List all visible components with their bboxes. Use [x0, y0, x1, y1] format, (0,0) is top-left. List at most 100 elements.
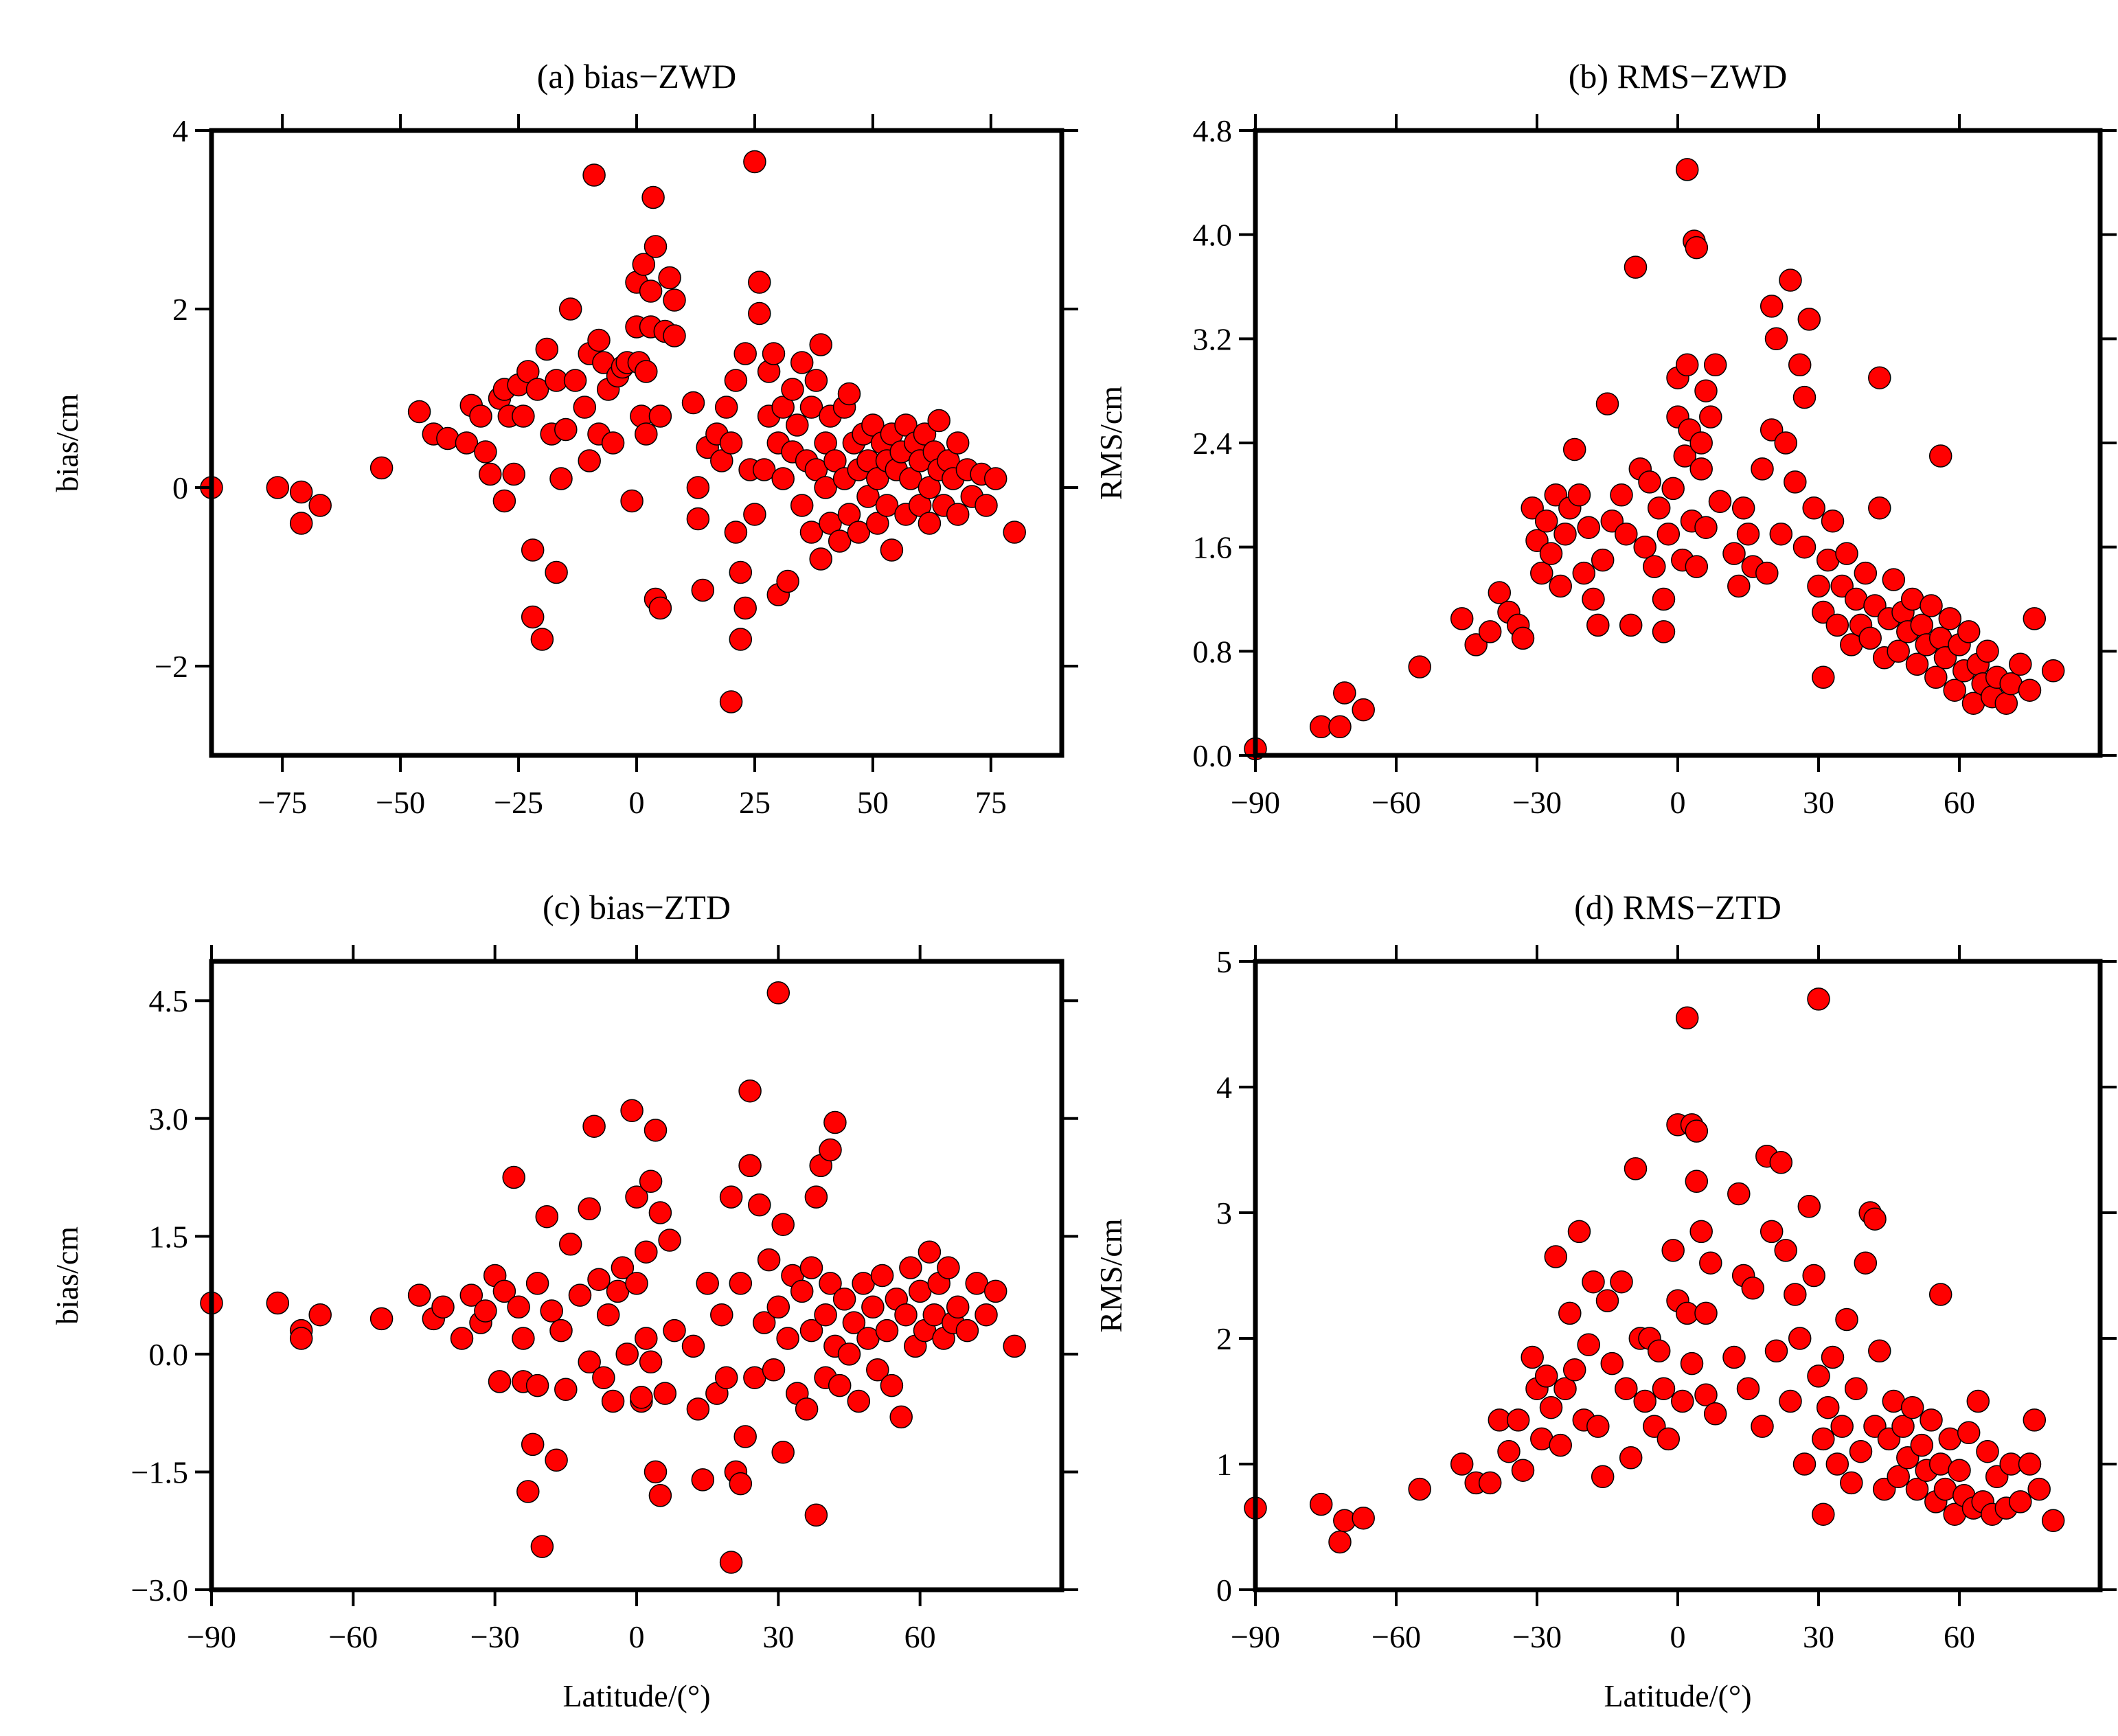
- data-point: [1900, 1395, 1924, 1419]
- data-point: [1816, 1395, 1840, 1419]
- data-point: [469, 404, 492, 428]
- x-tick-label: 60: [904, 1619, 936, 1654]
- data-point: [1788, 353, 1812, 377]
- data-point: [1703, 353, 1727, 377]
- data-point: [1751, 1415, 1774, 1438]
- data-point: [1647, 496, 1671, 520]
- x-tick-label: −60: [1371, 1619, 1421, 1654]
- data-point: [1769, 522, 1793, 546]
- data-point: [918, 476, 942, 499]
- data-point: [714, 396, 738, 419]
- data-point: [2041, 1509, 2065, 1533]
- data-point: [455, 431, 479, 455]
- data-point: [681, 1334, 705, 1358]
- data-point: [733, 596, 757, 620]
- panel-a: (a) bias−ZWD −75 −50 −25 0 25 50 75 −2 0 2 4 bias/cm: [49, 57, 1078, 820]
- data-point: [1821, 510, 1845, 533]
- data-point: [525, 378, 549, 401]
- data-point: [582, 163, 606, 187]
- data-point: [1812, 1427, 1835, 1451]
- data-point: [842, 1311, 866, 1334]
- data-point: [554, 418, 578, 442]
- data-point: [799, 1318, 823, 1343]
- x-tick-label: 0: [629, 1619, 645, 1654]
- data-point: [819, 512, 842, 535]
- panel-c-xlabel: Latitude/(°): [562, 1678, 710, 1713]
- data-point: [1600, 1351, 1624, 1375]
- data-point: [714, 1366, 738, 1389]
- x-tick-label: −90: [1231, 1619, 1280, 1654]
- data-point: [1624, 255, 1648, 279]
- data-point: [743, 503, 766, 526]
- data-point: [516, 1480, 540, 1503]
- data-point: [578, 449, 601, 472]
- data-point: [407, 400, 431, 424]
- data-point: [1812, 1503, 1835, 1526]
- data-point: [861, 413, 885, 437]
- data-point: [289, 1327, 313, 1350]
- data-point: [1905, 1477, 1929, 1501]
- data-point: [710, 449, 733, 472]
- y-tick-label: 3.0: [149, 1101, 189, 1137]
- data-point: [1910, 1433, 1934, 1457]
- data-point: [1352, 698, 1375, 722]
- data-point: [521, 605, 545, 629]
- data-point: [719, 1185, 743, 1209]
- data-point: [1656, 522, 1681, 546]
- data-point: [1352, 1506, 1375, 1530]
- data-point: [1624, 1157, 1648, 1180]
- data-point: [507, 1295, 530, 1319]
- data-point: [1619, 613, 1643, 637]
- data-point: [1943, 678, 1966, 702]
- data-point: [1812, 665, 1835, 689]
- data-point: [681, 391, 705, 415]
- data-point: [1807, 1364, 1830, 1388]
- data-point: [620, 489, 644, 513]
- data-point: [554, 1378, 578, 1402]
- data-point: [1586, 1415, 1610, 1438]
- y-tick-label: 1: [1216, 1447, 1232, 1482]
- data-point: [1699, 1251, 1722, 1275]
- data-point: [635, 422, 658, 446]
- data-point: [1408, 1477, 1431, 1501]
- data-point: [1506, 1408, 1530, 1432]
- data-point: [743, 150, 766, 174]
- data-point: [1553, 522, 1577, 546]
- x-tick-label: −25: [494, 785, 543, 820]
- data-point: [752, 1311, 776, 1334]
- y-tick-label: 4: [172, 113, 188, 148]
- data-point: [1760, 1220, 1784, 1244]
- data-point: [762, 1358, 786, 1382]
- data-point: [975, 1303, 998, 1327]
- data-point: [866, 1358, 889, 1382]
- data-point: [1689, 431, 1713, 455]
- data-point: [1807, 574, 1830, 598]
- data-point: [861, 1295, 885, 1319]
- data-point: [474, 1299, 497, 1323]
- data-point: [639, 279, 663, 303]
- data-point: [1534, 510, 1558, 533]
- data-point: [1802, 1264, 1825, 1288]
- panel-d: (d) RMS−ZTD −90 −60 −30 0 30 60 0 1 2 3 4 5 RMS/cm Lat…: [1093, 888, 2117, 1713]
- data-point: [790, 351, 814, 374]
- data-point: [1821, 1345, 1845, 1369]
- y-tick-label: 0: [1216, 1573, 1232, 1608]
- data-point: [1488, 581, 1512, 604]
- data-point: [2027, 1477, 2051, 1501]
- data-point: [733, 1425, 757, 1448]
- data-point: [832, 1288, 856, 1311]
- y-tick-label: 2: [172, 292, 188, 327]
- data-point: [1751, 457, 1774, 481]
- panel-b-ylabel: RMS/cm: [1093, 386, 1128, 500]
- data-point: [658, 266, 681, 290]
- panel-c-ylabel: bias/cm: [49, 1226, 84, 1325]
- data-point: [578, 1197, 601, 1221]
- data-point: [630, 1386, 653, 1409]
- data-point: [1764, 327, 1788, 351]
- data-point: [1736, 522, 1760, 546]
- y-tick-label: 1.5: [149, 1219, 189, 1254]
- data-point: [653, 1382, 677, 1405]
- data-point: [1764, 1339, 1788, 1363]
- panel-b: (b) RMS−ZWD −90 −60 −30 0 30 60 0.0 0.8 1.6 2.4 3.2…: [1093, 57, 2117, 820]
- data-point: [1779, 269, 1802, 292]
